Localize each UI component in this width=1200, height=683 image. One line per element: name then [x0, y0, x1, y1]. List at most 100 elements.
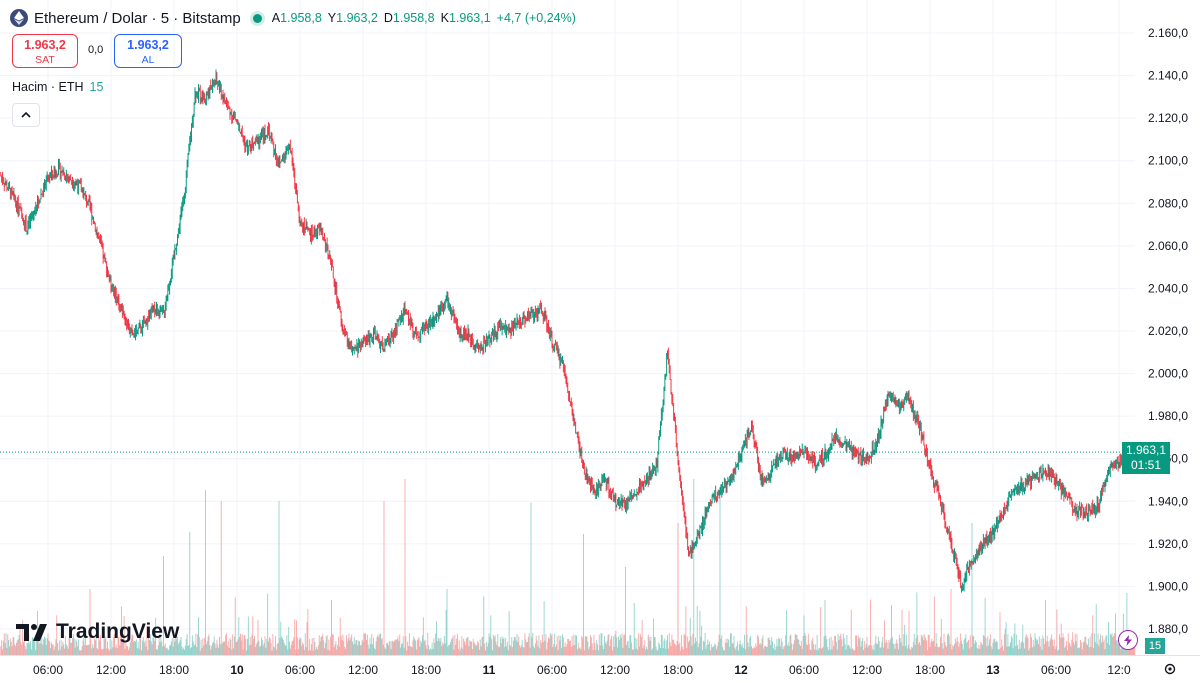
volume-bar	[1017, 645, 1018, 655]
volume-bar	[238, 617, 240, 655]
volume-bar	[749, 637, 751, 655]
volume-bar	[499, 637, 501, 655]
volume-bar	[592, 649, 594, 655]
volume-bar	[520, 645, 522, 655]
y-tick-label: 2.120,0	[1148, 111, 1188, 125]
volume-bar	[709, 650, 711, 655]
volume-bar	[448, 644, 450, 655]
volume-bar	[547, 642, 549, 655]
volume-bar	[182, 649, 184, 655]
volume-bar	[1029, 647, 1031, 655]
volume-bar	[244, 635, 246, 655]
volume-bar	[653, 636, 655, 655]
volume-bar	[465, 638, 467, 655]
volume-bar	[538, 635, 540, 655]
volume-bar	[802, 636, 804, 655]
x-tick-label: 12:00	[852, 663, 882, 677]
volume-bar	[564, 642, 566, 655]
volume-bar	[323, 640, 325, 655]
tradingview-logo[interactable]: TradingView	[16, 620, 179, 644]
volume-bar	[457, 648, 459, 655]
x-tick-label: 06:00	[1041, 663, 1071, 677]
sell-button[interactable]: 1.963,2 SAT	[12, 34, 78, 68]
collapse-legend-button[interactable]	[12, 103, 40, 127]
volume-bar	[935, 633, 937, 655]
volume-bar	[884, 620, 885, 655]
volume-bar	[471, 641, 472, 655]
volume-bar	[349, 640, 351, 655]
volume-bar	[430, 649, 432, 655]
volume-bar	[933, 596, 935, 655]
volume-bar	[950, 589, 952, 655]
volume-bar	[1061, 638, 1063, 655]
volume-bar	[988, 645, 990, 655]
volume-bar	[310, 650, 311, 655]
volume-bar	[337, 644, 339, 655]
volume-bar	[112, 647, 114, 655]
volume-bar	[949, 644, 951, 655]
volume-bar	[1118, 637, 1120, 655]
volume-bar	[82, 640, 84, 655]
volume-bar	[590, 635, 591, 655]
volume-bar	[755, 643, 757, 655]
volume-bar	[1023, 642, 1025, 655]
volume-bar	[672, 639, 674, 655]
volume-legend[interactable]: Hacim · ETH 15	[12, 80, 103, 94]
volume-bar	[423, 641, 425, 655]
volume-bar	[220, 501, 222, 655]
volume-bar	[1, 640, 3, 655]
volume-bar	[266, 639, 268, 655]
volume-bar	[1060, 623, 1062, 655]
volume-bar	[56, 615, 58, 655]
volume-bar	[982, 644, 983, 655]
volume-bar	[296, 637, 298, 655]
volume-bar	[319, 641, 321, 655]
volume-bar	[699, 610, 701, 655]
volume-bar	[353, 637, 355, 655]
y-tick-label: 2.020,0	[1148, 324, 1188, 338]
volume-bar	[485, 641, 487, 655]
volume-bar	[859, 637, 861, 655]
symbol-title[interactable]: Ethereum / Dolar · 5 · Bitstamp	[34, 9, 241, 27]
lightning-icon[interactable]	[1118, 630, 1138, 650]
volume-bar	[110, 649, 112, 655]
volume-bar	[44, 637, 46, 655]
volume-bar	[443, 636, 445, 655]
volume-bar	[466, 637, 468, 655]
volume-bar	[347, 638, 349, 655]
volume-bar	[857, 635, 859, 655]
buy-button[interactable]: 1.963,2 AL	[114, 34, 182, 68]
volume-bar	[481, 636, 483, 655]
volume-bar	[450, 642, 451, 655]
volume-bar	[534, 643, 536, 655]
volume-bar	[242, 649, 244, 655]
volume-bar	[874, 643, 876, 655]
volume-bar	[982, 635, 984, 655]
volume-bar	[625, 567, 626, 655]
volume-bar	[1044, 644, 1046, 655]
volume-bar	[335, 640, 337, 655]
gear-icon[interactable]	[1162, 661, 1178, 677]
volume-bar	[25, 649, 27, 655]
volume-bar	[103, 635, 105, 655]
volume-bar	[260, 645, 262, 655]
volume-bar	[491, 639, 493, 655]
volume-bar	[867, 647, 869, 655]
volume-bar	[922, 634, 924, 655]
volume-bar	[719, 490, 721, 655]
volume-bar	[947, 634, 948, 655]
volume-bar	[236, 641, 238, 655]
volume-bar	[990, 646, 992, 655]
market-status-indicator[interactable]	[252, 13, 262, 23]
volume-bar	[1031, 647, 1033, 655]
volume-bar	[942, 648, 944, 655]
volume-bar	[628, 647, 630, 655]
volume-bar	[428, 645, 430, 655]
last-volume-label: 15	[1145, 638, 1165, 654]
volume-bar	[823, 636, 825, 655]
volume-bar	[493, 637, 495, 655]
volume-bar	[562, 634, 563, 655]
volume-bar	[795, 634, 797, 655]
volume-bar	[302, 642, 304, 655]
